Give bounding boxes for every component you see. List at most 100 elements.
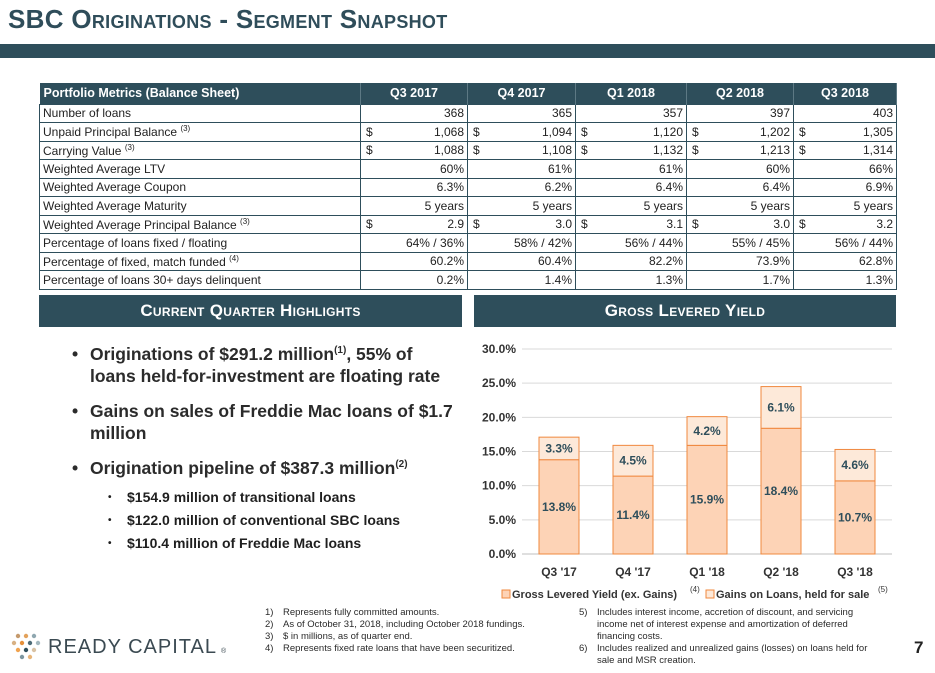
legend-label-gross-levered-yield: Gross Levered Yield (ex. Gains) [512,589,677,601]
row-label-text: Percentage of loans fixed / floating [43,235,228,250]
footnote-number: 6) [579,643,588,654]
page-number: 7 [914,638,924,657]
table-header-quarter: Q3 2018 [793,83,897,104]
cell-value: 1.3% [865,272,893,287]
cell-value: 368 [443,106,464,121]
cell-value: 365 [551,106,572,121]
bar-gains-on-loans [538,436,580,461]
table-cell: 357 [575,103,687,123]
highlight-text-cont: , 55% of loans held-for-investment are f… [90,344,441,386]
cell-value: 6.4% [762,180,790,195]
cell-value: 3.0 [555,217,572,232]
cell-value: 1,088 [433,143,464,158]
dollar-sign: $ [692,124,699,139]
table-cell: 6.3% [360,177,468,197]
footnote-number: 5) [579,607,588,618]
y-tick-label: 0.0% [489,547,517,561]
footnote-number: 1) [265,607,274,618]
table-row: Weighted Average Principal Balance (3) $2… [39,214,897,234]
bar-gross-levered-yield [538,459,580,555]
table-cell: 58% / 42% [467,233,576,253]
row-label: Weighted Average LTV [39,159,361,179]
table-cell: 62.8% [793,251,897,271]
bar-label-gross-levered-yield: 18.4% [764,484,798,498]
row-label-text: Unpaid Principal Balance [43,125,178,140]
dollar-sign: $ [366,143,373,158]
cell-value: 6.9% [865,180,893,195]
footnotes-right: 5) Includes interest income, accretion of… [579,607,869,667]
cell-value: 64% / 36% [405,235,464,250]
footnote-text: Represents fixed rate loans that have be… [283,643,515,654]
slide-title: SBC Originations - Segment Snapshot [8,4,448,34]
row-label-text: Weighted Average Coupon [43,180,186,195]
row-label: Weighted Average Coupon [39,177,361,197]
legend-note: (4) [690,585,700,594]
table-cell: 1.4% [467,270,576,290]
footnote-ref: (3) [124,142,135,152]
dollar-sign: $ [799,124,806,139]
ready-capital-logo: READY CAPITAL ® [11,633,227,660]
table-row: Percentage of fixed, match funded (4) 60.… [39,251,897,271]
table-cell: 60.4% [467,251,576,271]
row-label-text: Carrying Value [43,143,122,158]
table-row: Carrying Value (3) $1,088 $1,108 $1,132 $1,2… [39,140,897,160]
cell-value: 82.2% [648,254,683,269]
x-tick-label: Q3 '17 [541,565,577,579]
table-cell: 365 [467,103,576,123]
table-cell: 60.2% [360,251,468,271]
cell-value: 60.2% [429,254,464,269]
row-label: Percentage of fixed, match funded (4) [39,251,361,271]
table-row: Weighted Average LTV 60% 61% 61% 60% 66% [39,159,897,179]
footnotes-left: 1) Represents fully committed amounts. 2) A… [265,607,565,655]
cell-value: 1,068 [433,124,464,139]
cell-value: 56% / 44% [834,235,893,250]
bullet-icon: • [108,537,112,549]
bar-gains-on-loans [760,386,802,429]
footnote-ref: (3) [240,216,250,226]
cell-value: 397 [769,106,790,121]
footnote-text: As of October 31, 2018, including Octobe… [283,619,525,630]
table-cell: $1,068 [360,122,468,142]
cell-value: 403 [872,106,893,121]
table-cell: 6.2% [467,177,576,197]
row-label: Percentage of loans 30+ days delinquent [39,270,361,290]
cell-value: 6.4% [655,180,683,195]
cell-value: 61% [658,161,683,176]
bullet-icon: • [108,491,112,503]
dollar-sign: $ [581,124,588,139]
cell-value: 6.2% [544,180,572,195]
bar-label-gains-on-loans: 4.2% [693,424,721,438]
table-cell: $1,202 [686,122,794,142]
bullet-icon: • [72,401,79,421]
row-label-text: Number of loans [43,106,132,121]
bar-label-gains-on-loans: 3.3% [545,441,573,455]
bar-label-gross-levered-yield: 15.9% [690,493,724,507]
table-row: Unpaid Principal Balance (3) $1,068 $1,094… [39,122,897,142]
legend-swatch-gross-levered-yield [501,589,511,599]
table-cell: 55% / 45% [686,233,794,253]
footnote: 1) Represents fully committed amounts. [265,607,565,619]
table-cell: $1,132 [575,140,687,160]
table-cell: $1,088 [360,140,468,160]
row-label: Unpaid Principal Balance (3) [39,122,361,142]
table-cell: 82.2% [575,251,687,271]
y-tick-label: 5.0% [489,513,517,527]
table-row: Weighted Average Maturity 5 years 5 years 5… [39,196,897,216]
footnote-text: Includes interest income, accretion of d… [597,607,854,642]
table-cell: 60% [686,159,794,179]
logo-text: READY CAPITAL [48,636,217,658]
table-cell: 61% [467,159,576,179]
cell-value: 1,132 [652,143,683,158]
cell-value: 0.2% [436,272,464,287]
bar-label-gains-on-loans: 4.6% [841,458,869,472]
table-header-quarter: Q2 2018 [686,83,794,104]
dollar-sign: $ [473,217,480,232]
legend-label-gains-on-loans: Gains on Loans, held for sale [716,589,869,601]
row-label: Carrying Value (3) [39,140,361,160]
cell-value: 1.3% [655,272,683,287]
dollar-sign: $ [799,143,806,158]
y-tick-label: 10.0% [482,479,516,493]
gross-levered-yield-chart: 0.0% 5.0% 10.0% 15.0% 20.0% 25.0% 30.0% 13.8% 3.… [482,342,892,601]
table-cell: 6.4% [575,177,687,197]
dollar-sign: $ [692,217,699,232]
